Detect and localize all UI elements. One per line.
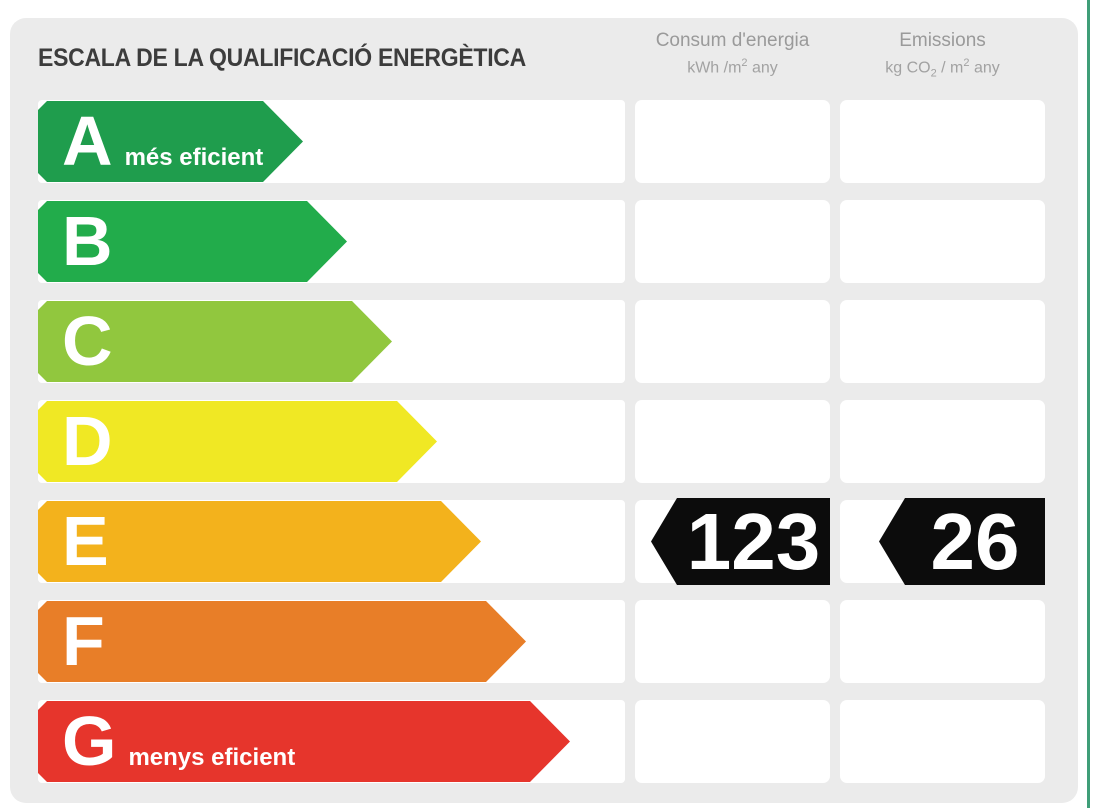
emissions-value-badge: 26 xyxy=(879,498,1045,585)
consum-cell: 123 xyxy=(635,100,830,183)
emissions-value: 26 xyxy=(930,496,1020,586)
emissions-label: Emissions xyxy=(899,30,986,51)
consum-cell: 123 xyxy=(635,600,830,683)
consum-cell: 123 xyxy=(635,700,830,783)
rating-note: més eficient xyxy=(124,144,264,171)
rating-bar-arrow: B xyxy=(38,201,347,282)
rating-row-c: 123 26 C xyxy=(0,300,1093,383)
consum-cell: 123 xyxy=(635,400,830,483)
emissions-cell: 26 xyxy=(840,200,1045,283)
rating-row-b: 123 26 B xyxy=(0,200,1093,283)
consum-value-badge: 123 xyxy=(651,498,830,585)
emissions-cell: 26 xyxy=(840,400,1045,483)
consum-cell: 123 xyxy=(635,200,830,283)
consum-cell: 123 xyxy=(635,300,830,383)
page-title: ESCALA DE LA QUALIFICACIÓ ENERGÈTICA xyxy=(38,44,526,72)
consum-unit: kWh /m2 any xyxy=(687,57,778,77)
rating-bar-arrow: E xyxy=(38,501,481,582)
rating-row-e: 123 26 E xyxy=(0,498,1093,585)
emissions-cell: 26 xyxy=(840,498,1045,585)
page-edge-line xyxy=(1087,0,1090,808)
rating-note: menys eficient xyxy=(128,744,296,771)
emissions-cell: 26 xyxy=(840,600,1045,683)
consum-value: 123 xyxy=(686,496,821,586)
rating-letter: B xyxy=(62,202,114,280)
rating-bar-arrow: D xyxy=(38,401,437,482)
emissions-cell: 26 xyxy=(840,700,1045,783)
emissions-unit: kg CO2 / m2 any xyxy=(885,57,1000,80)
rating-bar-arrow: C xyxy=(38,301,392,382)
rating-letter: E xyxy=(62,502,110,580)
rating-row-f: 123 26 F xyxy=(0,600,1093,683)
column-header-consum: Consum d'energia kWh /m2 any xyxy=(635,30,830,77)
rating-letter: F xyxy=(62,602,106,680)
emissions-cell: 26 xyxy=(840,300,1045,383)
rating-letter: C xyxy=(62,302,114,380)
rating-letter: G xyxy=(62,702,118,780)
emissions-cell: 26 xyxy=(840,100,1045,183)
rating-letter: A xyxy=(62,102,114,180)
rating-row-d: 123 26 D xyxy=(0,400,1093,483)
rating-bar-arrow: F xyxy=(38,601,526,682)
consum-label: Consum d'energia xyxy=(655,30,810,51)
consum-cell: 123 xyxy=(635,498,830,585)
column-header-emissions: Emissions kg CO2 / m2 any xyxy=(840,30,1045,80)
rating-letter: D xyxy=(62,402,114,480)
